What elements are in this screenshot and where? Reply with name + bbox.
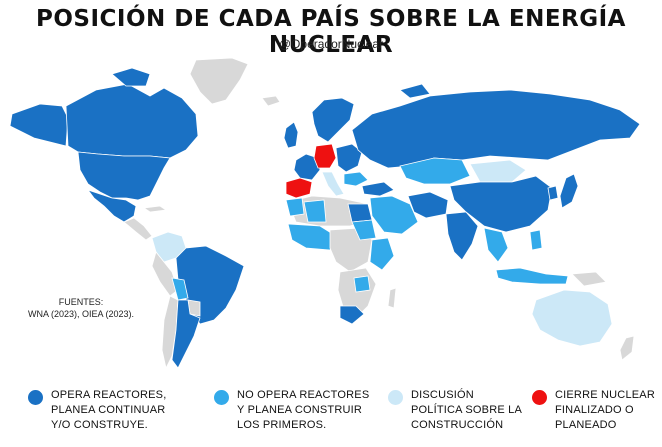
region-algeria: [303, 199, 327, 223]
sources-text: WNA (2023), OIEA (2023).: [27, 309, 135, 319]
region-egypt: [347, 203, 373, 223]
region-italy: [321, 171, 345, 197]
region-bolivia: [171, 277, 189, 301]
legend-dot-no-reactors: [214, 390, 229, 405]
map-title: POSICIÓN DE CADA PAÍS SOBRE LA ENERGÍA N…: [35, 6, 626, 58]
region-india: [445, 211, 479, 261]
region-southeast-asia: [483, 227, 509, 263]
region-spain: [285, 177, 313, 199]
region-new-guinea: [571, 271, 607, 287]
legend-label-no-reactors: NO OPERA REACTORES Y PLANEA CONSTRUIR LO…: [237, 389, 370, 431]
legend-label-operates: OPERA REACTORES, PLANEA CONTINUAR Y/O CO…: [51, 389, 167, 431]
legend-dot-discussion: [388, 390, 403, 405]
region-greenland: [189, 57, 249, 105]
region-australia: [531, 289, 613, 347]
legend-label-discussion: DISCUSIÓN POLÍTICA SOBRE LA CONSTRUCCIÓN: [411, 389, 522, 431]
region-middle-east: [369, 195, 419, 235]
region-canada: [65, 83, 199, 159]
region-arctic-islands: [399, 83, 431, 99]
region-uk: [283, 121, 299, 149]
world-map: [9, 57, 641, 370]
legend-dot-phase-out: [532, 390, 547, 405]
legend-item-operates: OPERA REACTORES, PLANEA CONTINUAR Y/O CO…: [28, 388, 166, 433]
region-east-africa: [369, 237, 395, 271]
region-south-africa: [339, 305, 365, 325]
legend-item-discussion: DISCUSIÓN POLÍTICA SOBRE LA CONSTRUCCIÓN: [388, 388, 522, 433]
region-korea: [547, 185, 559, 201]
legend-dot-operates: [28, 390, 43, 405]
region-sudan: [351, 219, 377, 241]
region-central-america: [123, 217, 153, 241]
region-west-africa: [287, 223, 337, 251]
sources-label: FUENTES:: [58, 297, 104, 307]
region-indonesia: [495, 267, 569, 285]
region-canada-islands: [111, 67, 151, 87]
region-iceland: [261, 95, 281, 107]
legend-item-no-reactors: NO OPERA REACTORES Y PLANEA CONSTRUIR LO…: [214, 388, 369, 433]
region-peru: [151, 251, 179, 297]
author-handle: @OperadorNuclear: [278, 37, 384, 51]
region-eastern-europe: [335, 143, 363, 173]
region-zambia: [353, 275, 371, 293]
region-morocco: [285, 197, 305, 217]
region-germany: [313, 143, 337, 169]
region-russia: [351, 89, 641, 169]
sources: FUENTES: WNA (2023), OIEA (2023).: [6, 296, 156, 320]
region-balkans: [343, 171, 369, 187]
region-japan: [559, 173, 579, 209]
legend-label-phase-out: CIERRE NUCLEAR FINALIZADO O PLANEADO: [555, 389, 655, 431]
region-new-zealand: [619, 335, 635, 361]
region-china: [449, 175, 553, 233]
region-madagascar: [387, 287, 397, 309]
region-turkey: [361, 181, 395, 197]
region-kazakhstan: [399, 157, 471, 185]
legend-item-phase-out: CIERRE NUCLEAR FINALIZADO O PLANEADO: [532, 388, 655, 433]
region-france: [293, 153, 321, 181]
region-scandinavia: [311, 97, 355, 143]
region-philippines: [529, 229, 543, 251]
region-argentina: [171, 299, 201, 369]
region-mexico: [86, 189, 137, 223]
region-alaska: [9, 103, 69, 147]
region-cuba: [142, 205, 168, 213]
region-mongolia: [469, 159, 527, 183]
region-usa: [77, 151, 171, 201]
